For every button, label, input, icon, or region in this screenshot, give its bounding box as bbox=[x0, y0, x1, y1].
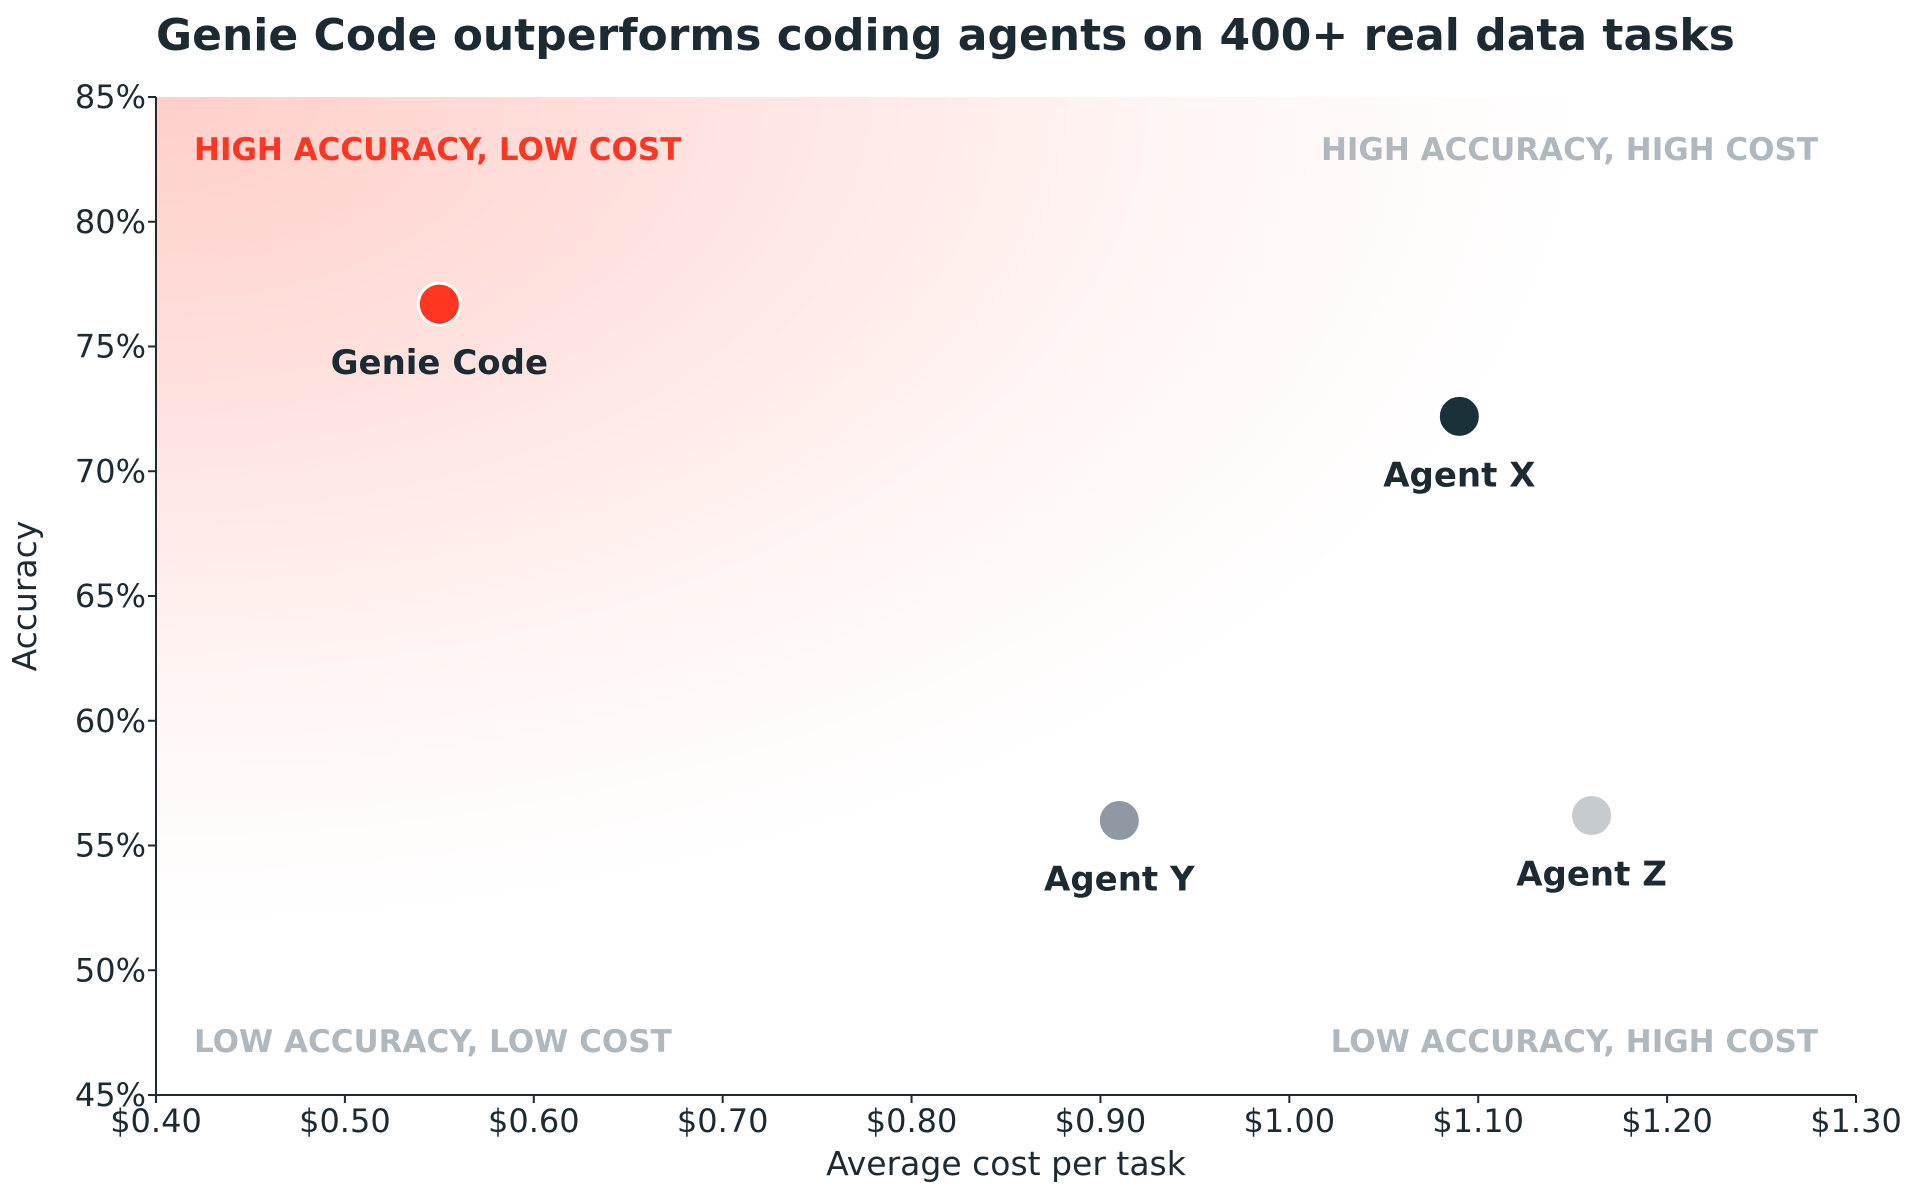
y-tick-label: 85% bbox=[75, 78, 146, 116]
data-point-agent-y bbox=[1096, 798, 1142, 844]
x-axis-label: Average cost per task bbox=[826, 1144, 1187, 1183]
y-tick-label: 70% bbox=[75, 452, 146, 490]
x-tick-label: $0.80 bbox=[866, 1102, 958, 1140]
data-point-label: Genie Code bbox=[331, 343, 548, 383]
x-tick-label: $1.30 bbox=[1810, 1102, 1902, 1140]
x-tick-label: $1.00 bbox=[1244, 1102, 1336, 1140]
quadrant-label-top-left: HIGH ACCURACY, LOW COST bbox=[194, 132, 681, 168]
data-point-agent-x bbox=[1436, 393, 1482, 439]
x-tick-label: $1.10 bbox=[1432, 1102, 1524, 1140]
x-tick-label: $0.70 bbox=[677, 1102, 769, 1140]
x-tick-label: $0.50 bbox=[299, 1102, 391, 1140]
data-point-agent-z bbox=[1569, 793, 1615, 839]
y-tick-label: 65% bbox=[75, 577, 146, 615]
y-axis-label: Accuracy bbox=[5, 521, 44, 672]
y-tick-label: 55% bbox=[75, 827, 146, 865]
chart-title: Genie Code outperforms coding agents on … bbox=[156, 10, 1735, 61]
x-tick-label: $0.40 bbox=[110, 1102, 202, 1140]
data-point-label: Agent Y bbox=[1044, 860, 1195, 900]
data-point-label: Agent Z bbox=[1516, 855, 1667, 895]
y-tick-label: 75% bbox=[75, 328, 146, 366]
x-tick-label: $0.90 bbox=[1055, 1102, 1147, 1140]
y-tick-label: 50% bbox=[75, 951, 146, 989]
y-tick-label: 80% bbox=[75, 203, 146, 241]
x-tick-label: $0.60 bbox=[488, 1102, 580, 1140]
quadrant-label-top-right: HIGH ACCURACY, HIGH COST bbox=[1321, 132, 1818, 168]
data-point-label: Agent X bbox=[1383, 455, 1535, 495]
x-tick-label: $1.20 bbox=[1621, 1102, 1713, 1140]
quadrant-label-bottom-left: LOW ACCURACY, LOW COST bbox=[194, 1024, 672, 1060]
highlight-region bbox=[156, 97, 1856, 1095]
quadrant-label-bottom-right: LOW ACCURACY, HIGH COST bbox=[1331, 1024, 1818, 1060]
y-tick-label: 60% bbox=[75, 702, 146, 740]
y-tick-label: 45% bbox=[75, 1076, 146, 1114]
data-point-genie-code bbox=[416, 281, 462, 327]
